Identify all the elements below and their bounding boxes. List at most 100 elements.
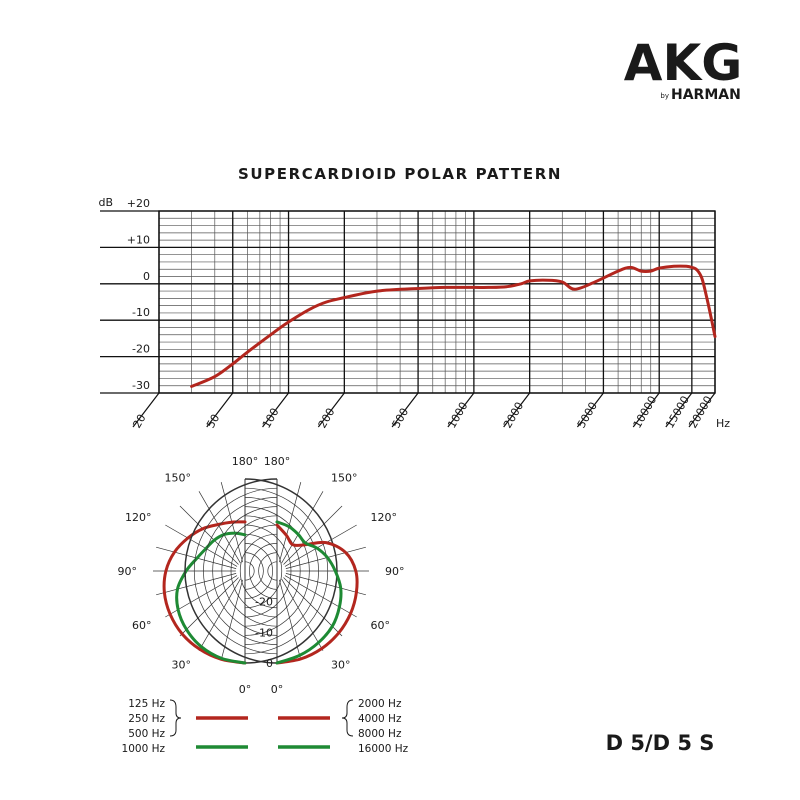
polar-angle-label: 120° xyxy=(371,511,398,524)
legend-label-right: 2000 Hz xyxy=(358,698,402,710)
fr-x-tick-mark xyxy=(391,392,419,428)
legend-label-left: 500 Hz xyxy=(128,728,165,740)
fr-x-tick-label: 50 xyxy=(204,412,222,431)
polar-angle-label: 150° xyxy=(331,471,358,484)
fr-y-tick-label: -10 xyxy=(132,306,150,319)
legend-label-left: 1000 Hz xyxy=(122,743,166,755)
fr-x-tick-mark xyxy=(206,392,234,428)
fr-y-tick-label: +20 xyxy=(127,197,150,210)
polar-grid-ring xyxy=(212,506,278,636)
polar-grid-spoke xyxy=(284,524,357,567)
polar-grid-spoke xyxy=(281,491,324,564)
polar-angle-labels: 180° 150° 120° 90° 60° 30° 0° 180° 150° 120° 90° 60… xyxy=(118,455,405,696)
polar-grid-spoke xyxy=(283,505,343,565)
polar-grid-spoke xyxy=(279,482,302,563)
polar-angle-label: 60° xyxy=(132,619,152,632)
polar-angle-label: 90° xyxy=(118,565,138,578)
polar-angle-label: 30° xyxy=(331,659,351,672)
polar-angle-label: 120° xyxy=(125,511,152,524)
fr-x-tick-label: 1000 xyxy=(445,400,470,431)
polar-grid-ring xyxy=(239,533,278,609)
polar-radial-label: 0 xyxy=(266,657,273,670)
legend-label-left: 125 Hz xyxy=(128,698,165,710)
fr-y-axis-label: dB xyxy=(98,196,113,209)
fr-x-axis-unit: Hz xyxy=(716,417,730,430)
polar-angle-label: 180° xyxy=(264,455,291,468)
fr-x-tick-label: 20000 xyxy=(686,394,715,431)
polar-grid-spoke xyxy=(179,505,239,565)
polar-grid-ring xyxy=(203,497,278,645)
fr-x-tick-mark xyxy=(665,392,693,428)
polar-series-curve xyxy=(275,520,343,665)
fr-grid-minor xyxy=(158,211,716,393)
legend-label-right: 4000 Hz xyxy=(358,713,402,725)
fr-x-tick-label: 100 xyxy=(260,406,282,431)
polar-grid-spoke xyxy=(284,575,357,618)
fr-y-tick-label: -30 xyxy=(132,379,150,392)
fr-x-tick-label: 10000 xyxy=(631,394,660,431)
polar-grid-spoke xyxy=(156,573,237,596)
polar-grid-ring xyxy=(221,515,278,627)
fr-x-tick-mark xyxy=(576,392,604,428)
polar-grid-ring xyxy=(258,552,278,590)
polar-angle-label: 0° xyxy=(239,683,252,696)
polar-radial-label: -10 xyxy=(255,626,273,639)
fr-x-tick-label: 500 xyxy=(389,406,411,431)
polar-grid-ring xyxy=(244,552,264,590)
polar-legend: 125 Hz 250 Hz 500 Hz 1000 Hz 2000 Hz 4000 Hz 8… xyxy=(122,698,409,755)
fr-x-tick-mark xyxy=(503,392,531,428)
brand-tagline-by: by xyxy=(660,92,669,100)
polar-grid-ring xyxy=(244,533,283,609)
legend-label-right: 8000 Hz xyxy=(358,728,402,740)
model-name: D 5/D 5 S xyxy=(606,731,715,755)
fr-grid-major xyxy=(100,210,716,394)
polar-angle-label: 90° xyxy=(385,565,405,578)
polar-pattern-diagram: 180° 150° 120° 90° 60° 30° 0° 180° 150° 120° 90° 60… xyxy=(118,455,405,696)
fr-y-tick-labels: +20 +10 0 -10 -20 -30 xyxy=(127,197,150,392)
polar-grid-spoke xyxy=(198,491,241,564)
fr-x-tick-mark xyxy=(688,392,716,428)
fr-series-line xyxy=(190,264,717,388)
fr-x-tick-mark xyxy=(132,392,160,428)
legend-label-left: 250 Hz xyxy=(128,713,165,725)
polar-grid-spoke xyxy=(179,577,239,637)
polar-grid-ring xyxy=(244,543,273,599)
fr-y-tick-label: -20 xyxy=(132,343,150,356)
polar-series-curve xyxy=(275,523,359,665)
polar-angle-label: 0° xyxy=(271,683,284,696)
brand-logo: AKG by HARMAN xyxy=(624,34,742,103)
fr-x-tick-label: 5000 xyxy=(575,400,600,431)
polar-grid-ring xyxy=(249,543,278,599)
polar-grid-ring xyxy=(193,487,278,655)
polar-grid-spoke xyxy=(281,578,324,651)
polar-radial-labels: -20 -10 0 xyxy=(255,596,273,670)
fr-plot-frame xyxy=(158,210,716,394)
polar-angle-label: 180° xyxy=(232,455,259,468)
polar-angle-label: 150° xyxy=(165,471,192,484)
fr-x-tick-mark xyxy=(632,392,660,428)
polar-radial-label: -20 xyxy=(255,596,273,609)
polar-grid-ring xyxy=(244,561,255,581)
fr-series-group xyxy=(190,264,717,388)
fr-x-tick-label: 20 xyxy=(130,412,148,431)
polar-grid-spoke xyxy=(165,524,238,567)
brand-name: AKG xyxy=(624,34,742,92)
frequency-response-chart: +20 +10 0 -10 -20 -30 dB 20 50 100 200 500 1000 200… xyxy=(98,196,730,431)
fr-x-tick-mark xyxy=(447,392,475,428)
polar-series-curve xyxy=(162,520,247,665)
polar-grid-spoke xyxy=(279,579,302,660)
legend-label-right: 16000 Hz xyxy=(358,743,409,755)
fr-x-tick-label: 2000 xyxy=(501,400,526,431)
polar-grid-ring xyxy=(267,561,278,581)
polar-angle-label: 30° xyxy=(172,659,192,672)
polar-right-half xyxy=(184,478,369,665)
legend-brace-left xyxy=(169,699,182,737)
polar-grid-spoke xyxy=(198,578,241,651)
legend-brace-right xyxy=(341,699,354,737)
fr-x-tick-mark xyxy=(317,392,345,428)
fr-y-tick-label: +10 xyxy=(127,233,150,246)
chart-title: SUPERCARDIOID POLAR PATTERN xyxy=(238,165,562,183)
polar-grid-ring xyxy=(184,478,278,664)
